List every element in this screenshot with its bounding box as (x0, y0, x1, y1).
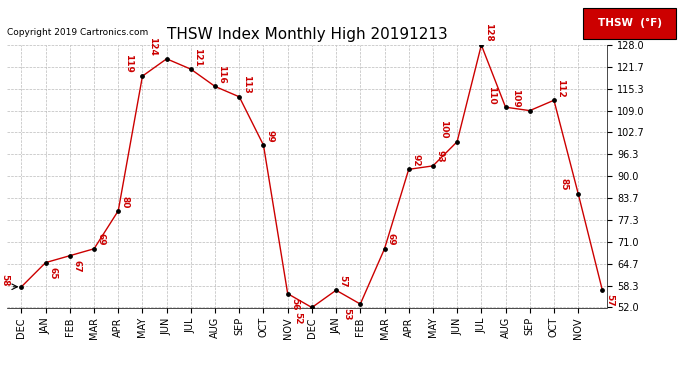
Point (137, 73, 148, 79)
Text: 113: 113 (241, 75, 250, 94)
Text: 92: 92 (411, 154, 420, 166)
Text: 100: 100 (439, 120, 448, 139)
Title: THSW Index Monthly High 20191213: THSW Index Monthly High 20191213 (167, 27, 447, 42)
Text: 53: 53 (342, 308, 351, 321)
Text: 124: 124 (148, 37, 157, 56)
Text: 69: 69 (97, 233, 106, 246)
Point (282, 291, 293, 297)
Text: 58: 58 (0, 274, 9, 287)
Text: 119: 119 (124, 54, 133, 73)
Point (379, 246, 390, 252)
Point (88, 246, 99, 252)
Point (427, 163, 438, 169)
Text: 85: 85 (560, 178, 569, 191)
Point (452, 139, 463, 145)
Point (573, 190, 584, 196)
Point (331, 287, 342, 293)
Point (210, 84, 221, 90)
Point (476, 42, 487, 48)
Text: 112: 112 (556, 79, 565, 98)
Text: 57: 57 (605, 294, 614, 307)
Text: Copyright 2019 Cartronics.com: Copyright 2019 Cartronics.com (7, 28, 148, 37)
Point (597, 287, 608, 293)
Point (161, 56, 172, 62)
Text: 69: 69 (387, 233, 396, 246)
Text: 57: 57 (339, 275, 348, 288)
Point (258, 142, 269, 148)
Text: 128: 128 (484, 24, 493, 42)
Text: 56: 56 (290, 298, 299, 310)
Text: 121: 121 (193, 48, 202, 66)
Text: 99: 99 (266, 130, 275, 142)
Text: 93: 93 (435, 150, 444, 163)
Point (186, 66, 197, 72)
Point (112, 208, 124, 214)
Point (549, 97, 560, 103)
Text: 65: 65 (48, 267, 57, 279)
Point (16, 284, 27, 290)
Point (500, 104, 511, 110)
Text: 52: 52 (293, 312, 302, 324)
Text: THSW  (°F): THSW (°F) (598, 18, 662, 28)
Text: 109: 109 (511, 89, 520, 108)
Point (355, 301, 366, 307)
Point (234, 94, 245, 100)
Text: 80: 80 (121, 196, 130, 208)
Text: 67: 67 (72, 260, 81, 272)
Point (306, 304, 317, 310)
Point (64, 253, 75, 259)
Text: 110: 110 (487, 86, 496, 104)
Point (40, 260, 51, 266)
Text: 116: 116 (217, 65, 226, 84)
Point (403, 166, 414, 172)
Point (524, 108, 535, 114)
